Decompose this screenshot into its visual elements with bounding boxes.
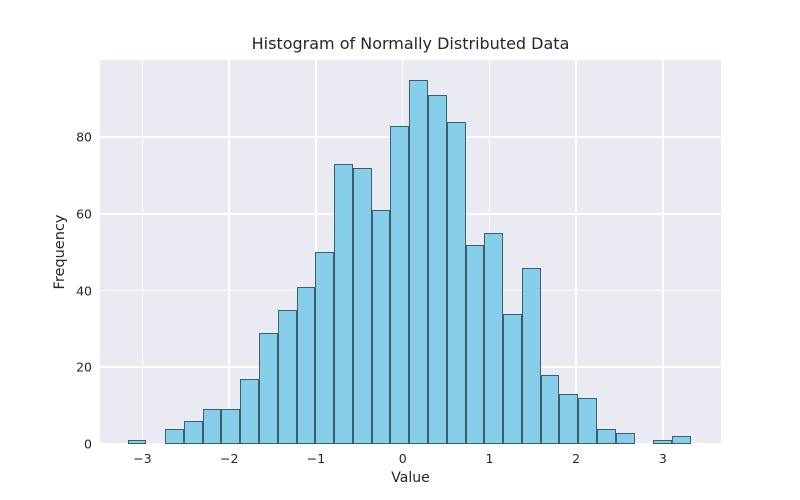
x-axis-label: Value bbox=[391, 470, 430, 486]
y-tick-label: 0 bbox=[84, 436, 92, 452]
histogram-bar bbox=[503, 313, 522, 444]
histogram-bar bbox=[559, 394, 579, 444]
histogram-bar bbox=[296, 286, 316, 444]
histogram-bar bbox=[202, 409, 222, 444]
plot-area bbox=[100, 60, 721, 444]
x-tick-label: −1 bbox=[306, 451, 326, 466]
histogram-bar bbox=[540, 374, 560, 444]
y-tick-label: 40 bbox=[76, 283, 92, 299]
histogram-bar bbox=[315, 252, 335, 444]
histogram-bar bbox=[484, 233, 504, 444]
y-tick-label: 80 bbox=[76, 129, 92, 145]
histogram-bar bbox=[127, 440, 147, 444]
histogram-bar bbox=[259, 332, 278, 444]
histogram-bar bbox=[578, 397, 597, 444]
histogram-bar bbox=[183, 420, 203, 444]
histogram-bar bbox=[221, 409, 241, 444]
gridline-vertical bbox=[662, 60, 664, 444]
histogram-bar bbox=[521, 267, 541, 444]
histogram-bar bbox=[165, 428, 184, 444]
histogram-bar bbox=[428, 94, 447, 444]
histogram-bar bbox=[240, 378, 259, 444]
histogram-bar bbox=[390, 125, 410, 444]
y-tick-label: 60 bbox=[76, 206, 92, 222]
x-tick-label: 3 bbox=[658, 451, 667, 466]
histogram-bar bbox=[465, 244, 485, 444]
histogram-bar bbox=[277, 309, 297, 444]
x-tick-label: −2 bbox=[220, 451, 239, 466]
gridline-vertical bbox=[575, 60, 577, 444]
histogram-bar bbox=[352, 167, 372, 444]
histogram-bar bbox=[371, 210, 391, 444]
x-tick-label: 0 bbox=[398, 451, 407, 466]
chart-title: Histogram of Normally Distributed Data bbox=[251, 34, 570, 53]
gridline-vertical bbox=[141, 60, 144, 444]
histogram-bar bbox=[653, 440, 673, 444]
gridline-vertical bbox=[315, 60, 317, 444]
y-axis-label: Frequency bbox=[52, 214, 68, 290]
x-tick-label: −3 bbox=[133, 451, 152, 466]
histogram-bar bbox=[334, 163, 353, 444]
x-tick-label: 1 bbox=[485, 451, 494, 466]
histogram-bar bbox=[672, 436, 691, 444]
y-tick-label: 20 bbox=[76, 359, 92, 375]
histogram-bar bbox=[615, 432, 635, 444]
histogram-bar bbox=[409, 79, 428, 444]
histogram-bar bbox=[446, 121, 466, 444]
gridline-vertical bbox=[228, 60, 231, 444]
histogram-bar bbox=[597, 428, 616, 444]
x-tick-label: 2 bbox=[572, 451, 581, 466]
